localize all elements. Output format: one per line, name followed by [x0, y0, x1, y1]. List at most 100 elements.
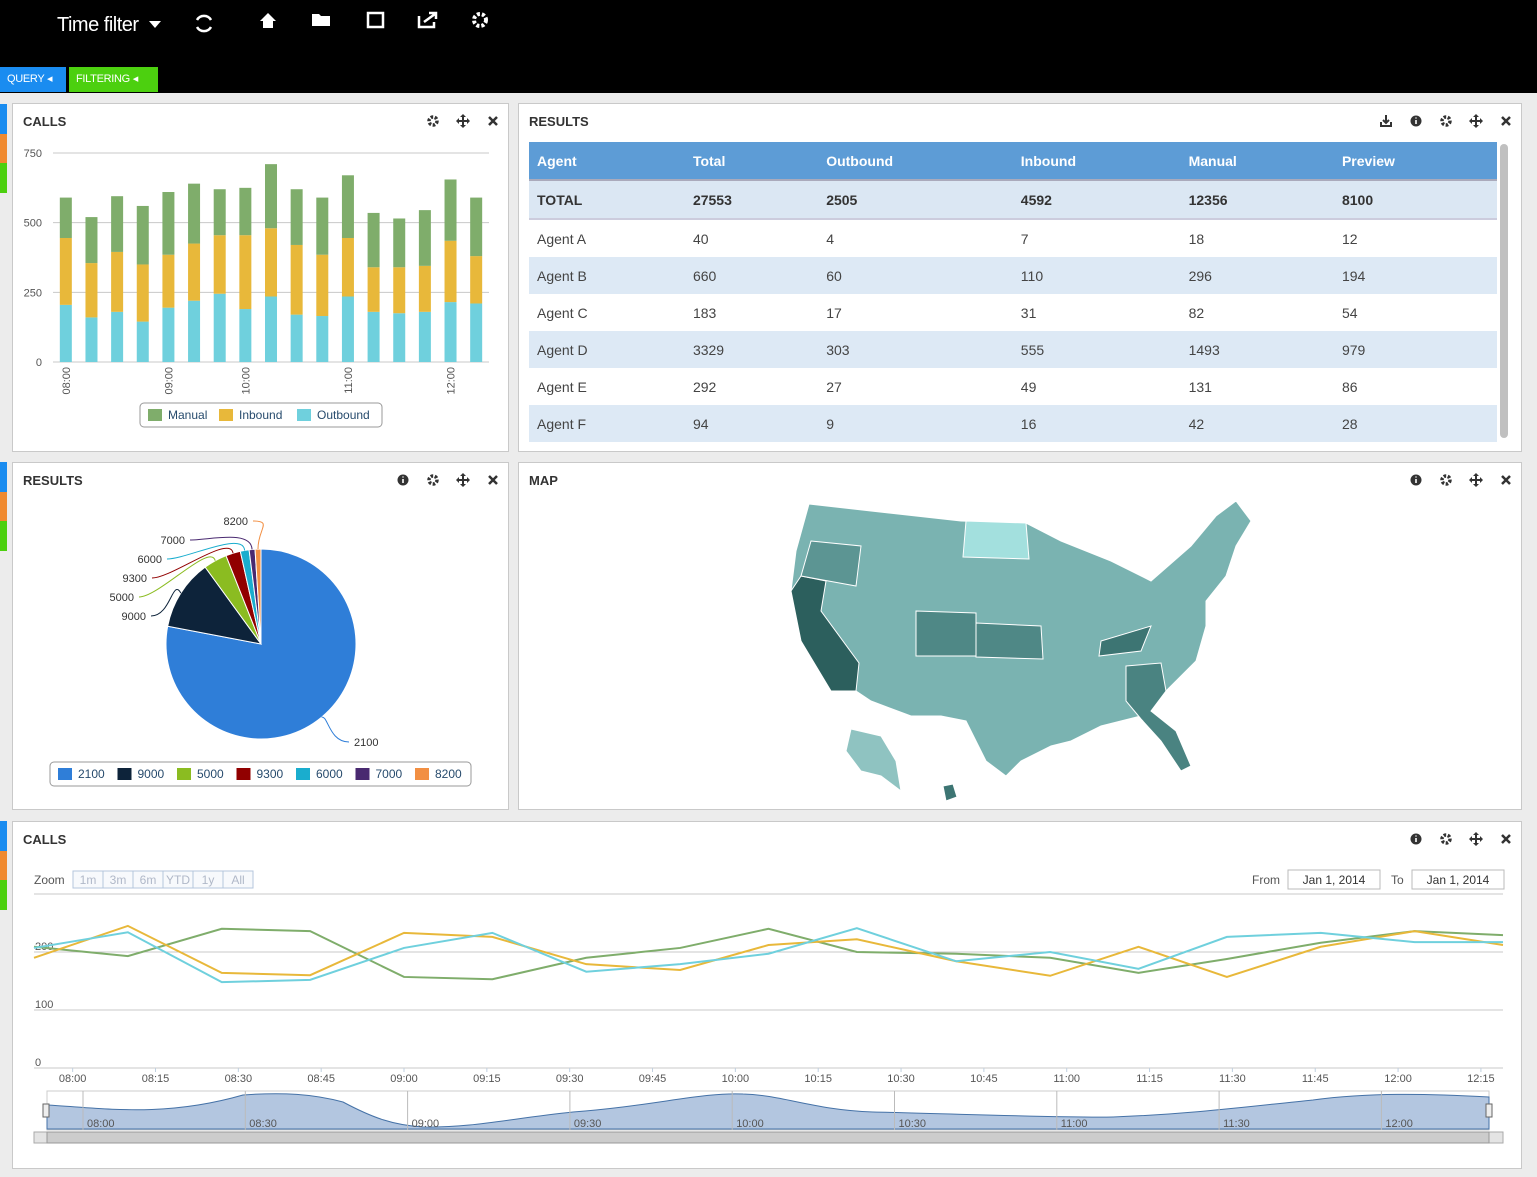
table-cell: Agent A: [537, 230, 587, 247]
from-value[interactable]: Jan 1, 2014: [1303, 873, 1366, 887]
close-icon[interactable]: [1501, 834, 1511, 844]
total-cell: 2505: [826, 191, 858, 208]
move-icon[interactable]: [456, 114, 470, 128]
pie-label: 5000: [110, 592, 134, 604]
pie-slice: [254, 548, 262, 645]
gear-icon[interactable]: [427, 474, 439, 486]
column-header: Agent: [529, 142, 685, 180]
info-icon[interactable]: [1410, 833, 1422, 845]
info-icon[interactable]: [397, 474, 409, 486]
info-icon[interactable]: [1410, 115, 1422, 127]
side-stripe: [0, 163, 7, 193]
x-tick-label: 08:00: [59, 1073, 87, 1085]
home-icon[interactable]: [260, 13, 276, 28]
share-icon[interactable]: [417, 11, 438, 29]
zoom-button-label[interactable]: 6m: [140, 873, 157, 887]
pie-label: 6000: [138, 554, 162, 566]
table-cell: 183: [692, 304, 717, 321]
total-cell: TOTAL: [537, 191, 583, 208]
panel-header: RESULTS: [529, 114, 1511, 129]
zoom-button-label[interactable]: 1m: [80, 873, 97, 887]
gear-icon[interactable]: [1440, 474, 1452, 486]
close-icon[interactable]: [1501, 116, 1511, 126]
zoom-button-label[interactable]: All: [231, 873, 244, 887]
table-cell: 1493: [1188, 341, 1220, 358]
gear-icon[interactable]: [1440, 115, 1452, 127]
save-icon[interactable]: [366, 11, 385, 29]
navigator-label: 09:00: [412, 1118, 440, 1130]
agent-row: Agent A 40 4 7 18 12: [529, 219, 1497, 257]
zoom-button-label[interactable]: 1y: [202, 873, 215, 887]
connector: [151, 547, 234, 579]
navigator-handle[interactable]: [1485, 1103, 1493, 1118]
x-tick-label: 09:15: [473, 1073, 501, 1085]
close-icon[interactable]: [488, 116, 498, 126]
legend-swatch: [415, 768, 429, 780]
move-icon[interactable]: [1469, 114, 1483, 128]
to-value[interactable]: Jan 1, 2014: [1427, 873, 1490, 887]
navigator-label: 12:00: [1385, 1118, 1413, 1130]
bar-segment: [162, 254, 175, 308]
zoom-button-label[interactable]: YTD: [166, 873, 190, 887]
x-tick-label: 11:15: [1136, 1073, 1163, 1085]
bar-segment: [265, 296, 277, 362]
info-icon[interactable]: [1410, 474, 1422, 486]
legend-label: 9300: [257, 767, 284, 781]
legend-label: 2100: [78, 767, 105, 781]
bar-segment: [393, 313, 406, 362]
table-cell: 94: [692, 415, 709, 432]
bar-segment: [239, 187, 252, 236]
pie-label: 9300: [123, 573, 147, 585]
move-icon[interactable]: [1469, 832, 1483, 846]
pie-label: 8200: [224, 516, 248, 528]
navigator-handle[interactable]: [42, 1103, 50, 1118]
legend-label: 9000: [138, 767, 165, 781]
from-input[interactable]: [1287, 869, 1381, 890]
zoom-button[interactable]: [222, 870, 254, 889]
zoom-button-label[interactable]: 3m: [110, 873, 127, 887]
open-icon[interactable]: [312, 14, 330, 26]
map-panel: MAP: [518, 462, 1522, 810]
navigator-label: 10:30: [899, 1118, 927, 1130]
close-icon[interactable]: [488, 475, 498, 485]
x-tick-label: 08:00: [61, 367, 73, 395]
time-filter[interactable]: Time filter: [57, 14, 140, 36]
gear-icon[interactable]: [427, 115, 439, 127]
table-cell: 82: [1188, 304, 1205, 321]
close-icon[interactable]: [1501, 475, 1511, 485]
panel-title: MAP: [529, 473, 558, 488]
toolbar: Time filter: [57, 11, 488, 36]
results-table: Agent Total Outbound Inbound Manual Preview TO…: [529, 142, 1497, 442]
table-cell: Agent D: [537, 341, 588, 358]
y-tick-label: 500: [24, 218, 42, 230]
x-tick-label: 10:30: [887, 1073, 915, 1085]
bar-segment: [265, 228, 277, 297]
bar-segment: [341, 296, 354, 362]
table-cell: 42: [1188, 415, 1205, 432]
table-cell: 40: [692, 230, 709, 247]
x-tick-label: 10:45: [970, 1073, 998, 1085]
agent-row: Agent E 292 27 49 131 86: [529, 368, 1497, 405]
refresh-icon[interactable]: [195, 14, 213, 33]
move-icon[interactable]: [456, 473, 470, 487]
connector: [252, 520, 264, 550]
caret[interactable]: [149, 21, 161, 28]
header-row: Agent Total Outbound Inbound Manual Preview: [529, 142, 1497, 180]
gear-icon[interactable]: [1440, 833, 1452, 845]
bar-segment: [470, 303, 483, 362]
query-tab[interactable]: QUERY ◂: [0, 67, 66, 92]
move-icon[interactable]: [1469, 473, 1483, 487]
legend-label: Manual: [168, 408, 207, 422]
to-input[interactable]: [1411, 869, 1505, 890]
bar-segment: [393, 218, 406, 268]
map-region: [915, 610, 977, 657]
table-cell: 18: [1188, 230, 1205, 247]
bar-segment: [59, 237, 72, 305]
navigator-scroll-thumb[interactable]: [46, 1131, 1490, 1144]
map-region: [1125, 662, 1192, 772]
filtering-tab[interactable]: FILTERING ◂: [69, 67, 158, 92]
bar-segment: [470, 197, 483, 257]
settings-icon[interactable]: [472, 12, 488, 28]
download-icon[interactable]: [1380, 115, 1392, 127]
